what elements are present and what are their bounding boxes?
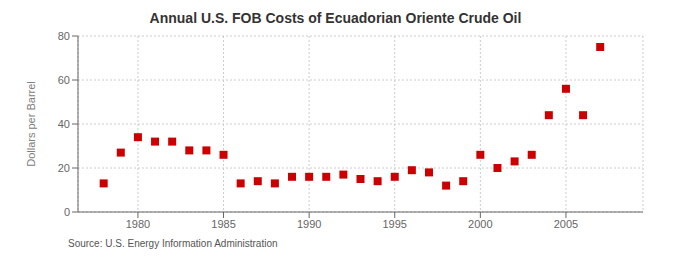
svg-text:Dollars per Barrel: Dollars per Barrel	[25, 81, 37, 167]
html-text:Annual U.S. FOB Costs of Ecuad: Annual U.S. FOB Costs of Ecuadorian Orie…	[149, 10, 522, 26]
svg-text:1985: 1985	[211, 218, 235, 230]
svg-text:1995: 1995	[383, 218, 407, 230]
svg-text:80: 80	[58, 30, 70, 42]
svg-text:20: 20	[58, 162, 70, 174]
svg-text:2005: 2005	[554, 218, 578, 230]
svg-text:2000: 2000	[468, 218, 492, 230]
svg-text:40: 40	[58, 118, 70, 130]
svg-text:60: 60	[58, 74, 70, 86]
svg-text:1990: 1990	[297, 218, 321, 230]
html-text:Source: U.S. Energy Informatio: Source: U.S. Energy Information Administ…	[68, 238, 278, 249]
svg-text:1980: 1980	[126, 218, 150, 230]
svg-text:0: 0	[64, 206, 70, 218]
